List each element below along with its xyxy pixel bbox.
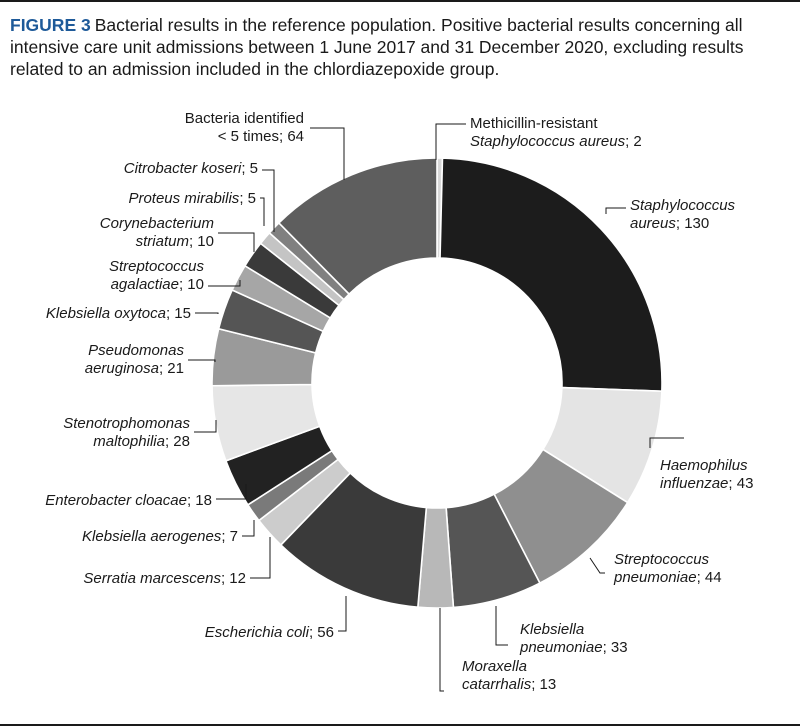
slice-label: Streptococcus agalactiae; 10 — [109, 258, 205, 293]
slice-label: Proteus mirabilis; 5 — [128, 190, 256, 207]
leader-line — [208, 280, 241, 287]
slice-label: Haemophilus influenzae; 43 — [660, 457, 753, 492]
slice-label: Klebsiella pneumoniae; 33 — [519, 621, 628, 656]
leader-line — [338, 596, 347, 632]
slice-label: Escherichia coli; 56 — [205, 624, 334, 641]
slice-label: Serratia marcescens; 12 — [83, 570, 246, 587]
leader-line — [188, 359, 216, 362]
donut-slices — [211, 157, 663, 609]
leader-line — [435, 123, 466, 160]
figure-caption-text: Bacterial results in the reference popul… — [10, 15, 744, 79]
bottom-rule — [0, 724, 800, 726]
slice-label: Streptococcus pneumoniae; 44 — [613, 551, 722, 586]
leader-line — [218, 232, 255, 252]
leader-line — [194, 420, 217, 433]
leader-line — [589, 557, 605, 574]
figure-caption: FIGURE 3 Bacterial results in the referen… — [10, 14, 790, 80]
leader-line — [605, 207, 626, 214]
leader-line — [262, 169, 275, 232]
slice-label: Klebsiella oxytoca; 15 — [46, 305, 191, 322]
slice-label: Enterobacter cloacae; 18 — [45, 492, 212, 509]
slice-label: Stenotrophomonas maltophilia; 28 — [63, 415, 190, 450]
donut-slice — [439, 157, 663, 393]
leader-line — [250, 537, 271, 579]
leader-line — [649, 437, 684, 448]
slice-label: Klebsiella aerogenes; 7 — [82, 528, 238, 545]
slice-label: Bacteria identified < 5 times; 64 — [185, 110, 304, 145]
slice-labels: Methicillin-resistant Staphylococcus aure… — [45, 110, 753, 693]
top-rule — [0, 0, 800, 2]
slice-label: Corynebacterium striatum; 10 — [100, 215, 214, 250]
leader-line — [439, 608, 444, 692]
donut-slice — [277, 157, 438, 296]
leader-line — [195, 312, 219, 314]
slice-label: Staphylococcus aureus; 130 — [630, 197, 736, 232]
slice-label: Citrobacter koseri; 5 — [124, 160, 258, 177]
slice-label: Moraxella catarrhalis; 13 — [462, 658, 556, 693]
figure-label: FIGURE 3 — [10, 15, 91, 35]
leader-lines — [188, 123, 684, 692]
leader-line — [216, 484, 247, 500]
leader-line — [242, 520, 255, 537]
slice-label: Pseudomonas aeruginosa; 21 — [85, 342, 185, 377]
leader-line — [495, 606, 508, 646]
slice-label: Methicillin-resistant Staphylococcus aure… — [470, 115, 642, 150]
leader-line — [310, 127, 345, 180]
leader-line — [260, 197, 265, 226]
